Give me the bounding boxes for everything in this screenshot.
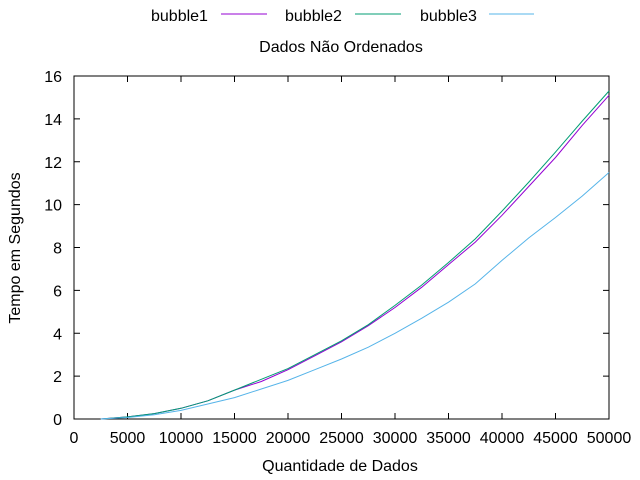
x-axis: 0 5000 10000 15000 20000 25000 30000 35000 40000… [70,76,632,447]
y-tick-label: 12 [44,155,62,172]
legend-label: bubble1 [151,8,208,25]
x-tick-label: 20000 [266,430,311,447]
y-tick-label: 6 [53,283,62,300]
y-axis: 0 2 4 6 8 10 12 14 16 [44,69,609,429]
series-line-bubble2 [100,90,610,420]
series-line-bubble1 [100,94,610,420]
y-tick-label: 14 [44,112,62,129]
x-axis-label: Quantidade de Dados [262,458,418,475]
x-tick-label: 50000 [587,430,632,447]
chart-title: Dados Não Ordenados [259,39,423,56]
x-tick-label: 5000 [110,430,146,447]
y-tick-label: 10 [44,198,62,215]
y-tick-label: 16 [44,69,62,86]
legend-label: bubble2 [285,8,342,25]
legend-label: bubble3 [420,8,477,25]
y-tick-label: 4 [53,326,62,343]
x-tick-label: 0 [70,430,79,447]
y-axis-label: Tempo em Segundos [7,172,24,323]
y-tick-label: 2 [53,369,62,386]
y-tick-label: 0 [53,412,62,429]
x-tick-label: 15000 [212,430,257,447]
x-tick-label: 10000 [159,430,204,447]
x-tick-label: 25000 [319,430,364,447]
x-tick-label: 30000 [373,430,418,447]
series-line-bubble3 [100,172,610,420]
plot-border [73,75,610,420]
legend: bubble1 bubble2 bubble3 [151,8,534,25]
x-tick-label: 35000 [426,430,471,447]
y-tick-label: 8 [53,241,62,258]
plot-area [73,75,610,420]
x-tick-label: 45000 [533,430,578,447]
series-lines [100,90,610,420]
x-tick-label: 40000 [480,430,525,447]
